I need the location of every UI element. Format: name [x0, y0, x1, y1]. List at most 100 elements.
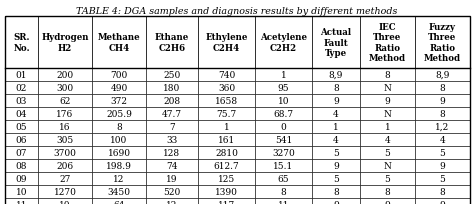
- Text: 5: 5: [439, 148, 446, 157]
- Text: 95: 95: [278, 84, 289, 93]
- Text: 9: 9: [333, 96, 339, 105]
- Text: 12: 12: [166, 200, 178, 204]
- Text: 09: 09: [16, 174, 27, 183]
- Bar: [255, 108, 312, 120]
- Bar: [255, 146, 312, 159]
- Bar: [38, 17, 92, 69]
- Text: 1: 1: [224, 122, 229, 131]
- Text: 250: 250: [164, 71, 181, 80]
- Bar: [198, 146, 255, 159]
- Bar: [146, 82, 198, 94]
- Text: 27: 27: [59, 174, 71, 183]
- Text: 1658: 1658: [215, 96, 238, 105]
- Bar: [5, 17, 38, 69]
- Bar: [5, 69, 38, 82]
- Bar: [38, 69, 92, 82]
- Text: 9: 9: [439, 96, 446, 105]
- Text: 9: 9: [384, 96, 391, 105]
- Text: 05: 05: [16, 122, 27, 131]
- Bar: [415, 172, 470, 185]
- Text: 205.9: 205.9: [106, 110, 132, 118]
- Text: 68.7: 68.7: [273, 110, 293, 118]
- Bar: [415, 17, 470, 69]
- Text: TABLE 4: DGA samples and diagnosis results by different methods: TABLE 4: DGA samples and diagnosis resul…: [76, 7, 398, 16]
- Bar: [146, 108, 198, 120]
- Text: 612.7: 612.7: [214, 161, 239, 170]
- Text: 08: 08: [16, 161, 27, 170]
- Bar: [92, 172, 146, 185]
- Text: 180: 180: [164, 84, 181, 93]
- Text: 8: 8: [333, 84, 339, 93]
- Text: 300: 300: [56, 84, 73, 93]
- Text: N: N: [383, 110, 392, 118]
- Bar: [146, 159, 198, 172]
- Text: 206: 206: [56, 161, 73, 170]
- Text: 1: 1: [384, 122, 391, 131]
- Text: Fuzzy
Three
Ratio
Method: Fuzzy Three Ratio Method: [424, 23, 461, 62]
- Text: 4: 4: [333, 110, 339, 118]
- Text: IEC
Three
Ratio
Method: IEC Three Ratio Method: [369, 23, 406, 62]
- Bar: [415, 69, 470, 82]
- Text: 9: 9: [439, 161, 446, 170]
- Bar: [360, 120, 415, 133]
- Text: 06: 06: [16, 135, 27, 144]
- Text: Ethylene
C2H4: Ethylene C2H4: [205, 33, 248, 52]
- Bar: [38, 120, 92, 133]
- Bar: [415, 159, 470, 172]
- Bar: [198, 108, 255, 120]
- Bar: [38, 94, 92, 108]
- Text: SR.
No.: SR. No.: [13, 33, 30, 52]
- Bar: [146, 185, 198, 198]
- Bar: [312, 185, 360, 198]
- Text: 74: 74: [166, 161, 178, 170]
- Text: 2810: 2810: [215, 148, 238, 157]
- Bar: [312, 82, 360, 94]
- Text: 5: 5: [439, 174, 446, 183]
- Bar: [255, 172, 312, 185]
- Text: 8: 8: [384, 71, 391, 80]
- Text: 198.9: 198.9: [106, 161, 132, 170]
- Bar: [255, 120, 312, 133]
- Text: 360: 360: [218, 84, 235, 93]
- Bar: [312, 172, 360, 185]
- Text: 5: 5: [333, 174, 339, 183]
- Bar: [92, 17, 146, 69]
- Text: Methane
CH4: Methane CH4: [98, 33, 140, 52]
- Bar: [92, 159, 146, 172]
- Text: 03: 03: [16, 96, 27, 105]
- Text: 4: 4: [384, 135, 391, 144]
- Bar: [38, 198, 92, 204]
- Bar: [198, 185, 255, 198]
- Bar: [415, 198, 470, 204]
- Text: 1,2: 1,2: [436, 122, 450, 131]
- Text: 3270: 3270: [272, 148, 295, 157]
- Bar: [198, 159, 255, 172]
- Text: 8: 8: [116, 122, 122, 131]
- Bar: [312, 159, 360, 172]
- Text: 176: 176: [56, 110, 73, 118]
- Bar: [198, 94, 255, 108]
- Text: 1390: 1390: [215, 187, 238, 196]
- Text: 75.7: 75.7: [216, 110, 237, 118]
- Text: 15.1: 15.1: [273, 161, 293, 170]
- Text: 305: 305: [56, 135, 73, 144]
- Bar: [5, 82, 38, 94]
- Bar: [360, 185, 415, 198]
- Bar: [5, 146, 38, 159]
- Bar: [5, 108, 38, 120]
- Text: N: N: [383, 84, 392, 93]
- Text: 9: 9: [333, 161, 339, 170]
- Text: 65: 65: [278, 174, 289, 183]
- Bar: [146, 172, 198, 185]
- Bar: [198, 133, 255, 146]
- Bar: [255, 198, 312, 204]
- Bar: [5, 198, 38, 204]
- Text: 541: 541: [275, 135, 292, 144]
- Bar: [92, 185, 146, 198]
- Bar: [38, 82, 92, 94]
- Text: 1: 1: [281, 71, 286, 80]
- Text: 5: 5: [384, 174, 391, 183]
- Bar: [360, 133, 415, 146]
- Text: 62: 62: [59, 96, 71, 105]
- Bar: [415, 133, 470, 146]
